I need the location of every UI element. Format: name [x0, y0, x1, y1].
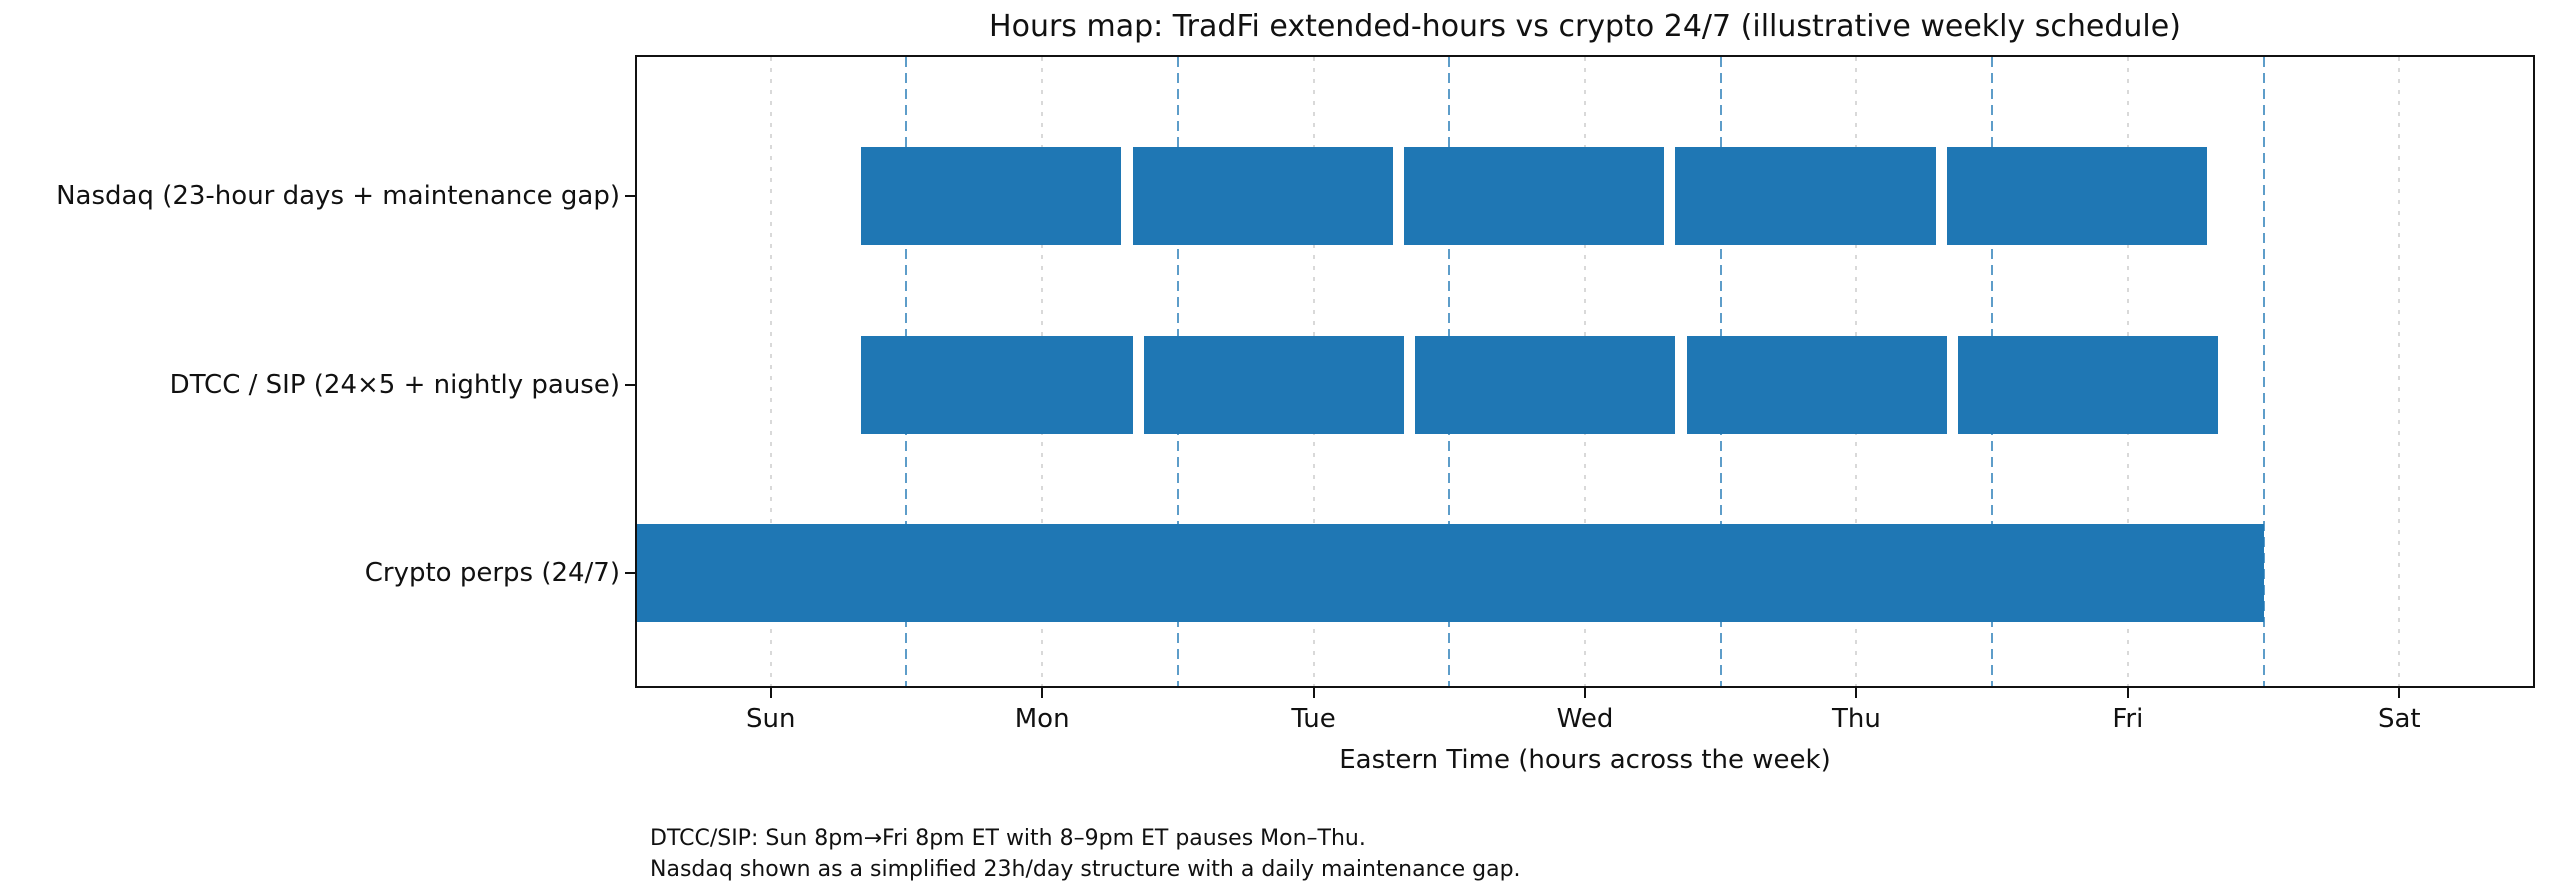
bar-segment — [1958, 335, 2219, 434]
x-tick-label: Sat — [2377, 704, 2421, 734]
x-tick-mark — [1584, 688, 1586, 698]
x-tick-label: Tue — [1291, 704, 1336, 734]
y-tick-mark — [625, 572, 635, 575]
x-tick-mark — [2398, 688, 2401, 698]
bar-segment — [861, 335, 1133, 434]
footnotes: DTCC/SIP: Sun 8pm→Fri 8pm ET with 8–9pm … — [650, 823, 1521, 885]
y-tick-label: Nasdaq (23-hour days + maintenance gap) — [56, 181, 620, 212]
x-tick-mark — [1041, 688, 1044, 698]
footnote-nasdaq: Nasdaq shown as a simplified 23h/day str… — [650, 857, 1521, 882]
y-tick-mark — [625, 383, 635, 386]
grid-line — [2398, 57, 2401, 686]
x-tick-mark — [769, 688, 772, 698]
x-axis-label: Eastern Time (hours across the week) — [1339, 745, 1831, 775]
bar-segment — [1675, 147, 1936, 246]
y-tick-label: DTCC / SIP (24×5 + nightly pause) — [169, 369, 620, 400]
chart-title: Hours map: TradFi extended-hours vs cryp… — [989, 9, 2181, 44]
footnote-dtcc: DTCC/SIP: Sun 8pm→Fri 8pm ET with 8–9pm … — [650, 826, 1366, 851]
bar-segment — [1404, 147, 1665, 246]
x-tick-label: Fri — [2112, 704, 2144, 734]
x-tick-mark — [2126, 688, 2129, 698]
bar-segment — [1946, 147, 2207, 246]
bar-segment — [861, 147, 1122, 246]
bar-segment — [1143, 335, 1405, 434]
x-tick-label: Mon — [1014, 704, 1070, 734]
day-boundary-line — [2262, 57, 2265, 686]
bar-segment — [1415, 335, 1676, 434]
bar-segment — [1686, 335, 1947, 434]
bar-segment — [635, 524, 2264, 623]
y-tick-label: Crypto perps (24/7) — [364, 558, 620, 589]
y-tick-mark — [625, 195, 635, 198]
x-tick-label: Wed — [1556, 704, 1614, 734]
x-tick-mark — [1855, 688, 1858, 698]
bar-segment — [1132, 147, 1393, 246]
x-tick-label: Sun — [745, 704, 796, 734]
x-tick-label: Thu — [1832, 704, 1881, 734]
grid-line — [769, 57, 772, 686]
x-tick-mark — [1312, 688, 1315, 698]
